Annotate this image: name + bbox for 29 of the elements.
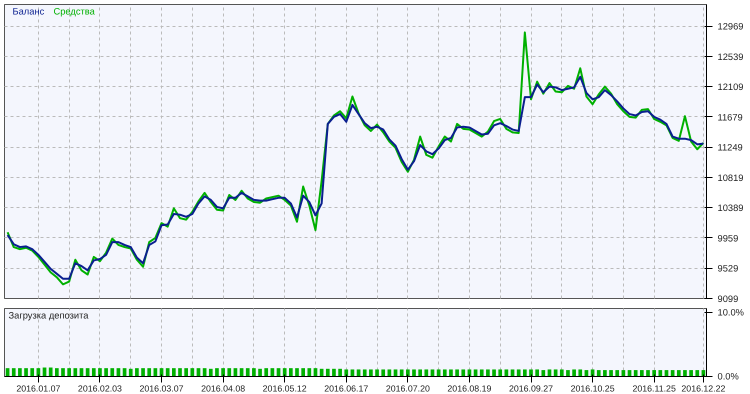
x-tick-label: 2016.01.07 <box>16 384 60 394</box>
y-tick-label: 11249 <box>718 142 743 153</box>
y-tick-label: 10389 <box>718 203 744 214</box>
x-tick-label: 2016.03.07 <box>140 384 184 394</box>
y-tick-label: 9959 <box>718 233 738 244</box>
y-tick-label: 10.0% <box>718 307 744 318</box>
text: Баланс <box>12 6 45 16</box>
x-tick-label: 2016.11.25 <box>632 384 676 394</box>
x-tick-label: 2016.12.22 <box>681 384 726 394</box>
x-tick-label: 2016.09.27 <box>508 384 554 394</box>
x-tick-label: 2016.10.25 <box>570 384 615 394</box>
y-tick-label: 0.0% <box>718 372 739 382</box>
x-tick-label: 2016.07.20 <box>386 384 430 394</box>
x-tick-label: 2016.06.17 <box>324 384 368 394</box>
y-tick-label: 12969 <box>718 22 744 32</box>
y-tick-label: 12109 <box>718 82 744 92</box>
chart-title: Загрузка депозита <box>8 310 90 320</box>
line-series <box>6 31 704 286</box>
x-tick-label: 2016.02.03 <box>78 384 122 394</box>
line-series <box>6 76 704 280</box>
y-tick-label: 9099 <box>718 294 738 304</box>
text: Средства <box>54 6 96 16</box>
x-tick-label: 2016.05.12 <box>262 384 307 394</box>
y-tick-label: 11679 <box>718 112 743 122</box>
y-tick-label: 12539 <box>718 52 744 62</box>
y-tick-label: 10819 <box>718 172 744 183</box>
x-tick-label: 2016.08.19 <box>447 384 492 394</box>
x-tick-label: 2016.04.08 <box>201 384 246 394</box>
y-tick-label: 9529 <box>718 264 738 274</box>
